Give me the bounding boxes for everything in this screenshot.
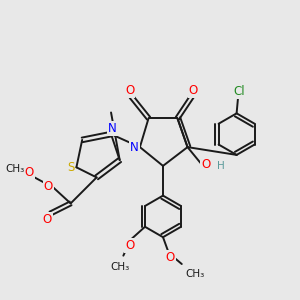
- Text: O: O: [25, 166, 34, 179]
- Text: O: O: [189, 84, 198, 97]
- Text: H: H: [218, 161, 225, 172]
- Text: N: N: [130, 141, 139, 154]
- Text: O: O: [201, 158, 210, 171]
- Text: Cl: Cl: [234, 85, 245, 98]
- Text: O: O: [42, 213, 52, 226]
- Text: O: O: [44, 180, 53, 193]
- Text: S: S: [67, 161, 74, 174]
- Text: CH₃: CH₃: [185, 269, 205, 279]
- Text: O: O: [125, 239, 135, 252]
- Text: O: O: [166, 251, 175, 264]
- Text: CH₃: CH₃: [110, 262, 130, 272]
- Text: O: O: [125, 84, 134, 97]
- Text: N: N: [108, 122, 117, 135]
- Text: CH₃: CH₃: [5, 164, 24, 174]
